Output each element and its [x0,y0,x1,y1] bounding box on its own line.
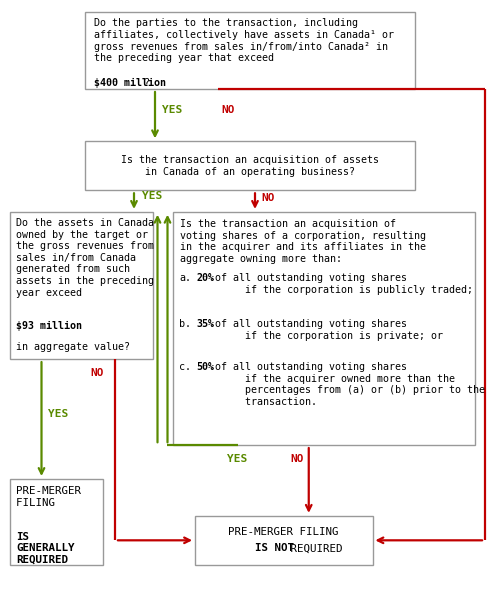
Text: YES: YES [48,409,68,419]
Text: NO: NO [222,105,235,115]
Text: Do the assets in Canada
owned by the target or
the gross revenues from
sales in/: Do the assets in Canada owned by the tar… [16,218,154,298]
Text: NO: NO [90,368,104,378]
Text: b.: b. [180,319,192,329]
Text: NO: NO [261,193,274,203]
Text: $93 million: $93 million [16,321,82,330]
Text: c.: c. [180,362,192,372]
Text: YES: YES [142,191,162,201]
Text: PRE-MERGER FILING: PRE-MERGER FILING [228,527,339,537]
Text: NO: NO [290,454,304,464]
Text: 35%: 35% [196,319,214,329]
Text: a.: a. [180,273,192,283]
Text: in aggregate value?: in aggregate value? [16,342,130,352]
FancyBboxPatch shape [172,212,475,445]
Text: ?: ? [144,78,150,88]
Text: of all outstanding voting shares
      if the corporation is private; or: of all outstanding voting shares if the … [209,319,443,341]
Text: Is the transaction an acquisition of
voting shares of a corporation, resulting
i: Is the transaction an acquisition of vot… [180,219,426,264]
FancyBboxPatch shape [10,479,102,565]
Text: REQUIRED: REQUIRED [284,543,342,553]
FancyBboxPatch shape [10,212,152,359]
Text: 50%: 50% [196,362,214,372]
FancyBboxPatch shape [195,516,372,565]
Text: Do the parties to the transaction, including
affiliates, collectively have asset: Do the parties to the transaction, inclu… [94,18,394,63]
Text: of all outstanding voting shares
      if the corporation is publicly traded;: of all outstanding voting shares if the … [209,273,473,295]
Text: YES: YES [162,105,183,115]
Text: of all outstanding voting shares
      if the acquirer owned more than the
     : of all outstanding voting shares if the … [209,362,485,407]
Text: $400 million: $400 million [94,78,166,88]
Text: 20%: 20% [196,273,214,283]
Text: Is the transaction an acquisition of assets
in Canada of an operating business?: Is the transaction an acquisition of ass… [121,155,379,177]
Text: IS NOT: IS NOT [256,543,294,553]
Text: PRE-MERGER
FILING: PRE-MERGER FILING [16,486,81,508]
FancyBboxPatch shape [85,141,415,190]
FancyBboxPatch shape [85,12,415,89]
Text: IS
GENERALLY
REQUIRED: IS GENERALLY REQUIRED [16,532,74,565]
Text: YES: YES [228,454,248,464]
